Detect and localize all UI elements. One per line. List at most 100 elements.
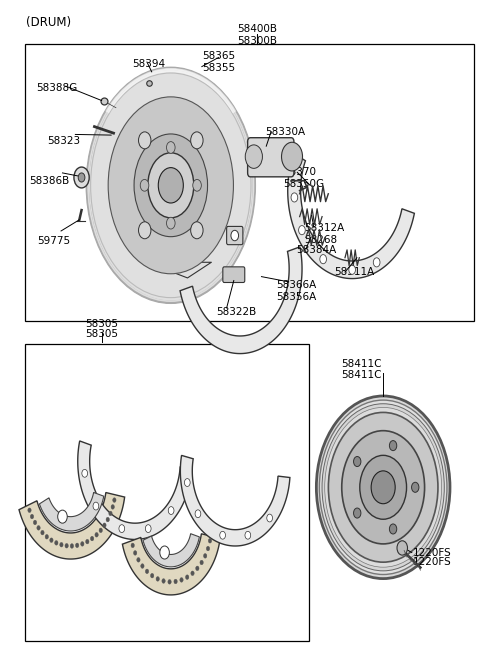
Circle shape <box>139 132 151 149</box>
Circle shape <box>191 132 203 149</box>
Text: 58365
58355: 58365 58355 <box>202 51 235 73</box>
Polygon shape <box>180 247 302 354</box>
Polygon shape <box>19 493 125 559</box>
Circle shape <box>141 564 144 569</box>
Circle shape <box>389 524 397 534</box>
Circle shape <box>90 536 94 541</box>
Circle shape <box>204 553 207 558</box>
Circle shape <box>74 167 89 188</box>
Text: 58330A: 58330A <box>265 127 305 138</box>
Polygon shape <box>39 493 104 531</box>
Circle shape <box>151 573 154 578</box>
Polygon shape <box>180 455 290 546</box>
Circle shape <box>75 543 79 548</box>
Text: 1220FS: 1220FS <box>413 557 452 567</box>
Text: 1220FS: 1220FS <box>413 548 452 557</box>
Circle shape <box>320 255 326 264</box>
Circle shape <box>113 498 116 502</box>
Ellipse shape <box>319 400 447 574</box>
Circle shape <box>200 560 203 565</box>
Text: 58366A
58356A: 58366A 58356A <box>276 280 316 302</box>
Ellipse shape <box>87 68 254 303</box>
Circle shape <box>99 528 102 533</box>
Circle shape <box>245 531 251 539</box>
Circle shape <box>195 510 201 517</box>
Circle shape <box>85 539 89 544</box>
Circle shape <box>354 508 361 518</box>
Polygon shape <box>78 441 192 540</box>
Circle shape <box>281 142 302 171</box>
Circle shape <box>184 479 190 487</box>
Circle shape <box>389 441 397 451</box>
Ellipse shape <box>342 431 425 544</box>
Polygon shape <box>122 534 220 595</box>
Text: 58386B: 58386B <box>29 176 69 185</box>
Circle shape <box>45 534 48 539</box>
Text: 58312A
58268: 58312A 58268 <box>304 223 345 245</box>
Text: 58394: 58394 <box>132 59 166 69</box>
Text: 58322B: 58322B <box>216 307 256 317</box>
Text: 58305: 58305 <box>85 329 118 339</box>
Ellipse shape <box>158 168 183 203</box>
Circle shape <box>140 179 149 191</box>
Ellipse shape <box>322 403 444 571</box>
Ellipse shape <box>134 134 207 236</box>
Text: 58400B
58300B: 58400B 58300B <box>237 24 276 47</box>
Ellipse shape <box>360 455 407 519</box>
Circle shape <box>60 542 63 547</box>
Circle shape <box>55 540 58 545</box>
Circle shape <box>145 569 149 574</box>
Circle shape <box>220 531 226 539</box>
Circle shape <box>145 525 151 533</box>
Circle shape <box>167 141 175 153</box>
Text: 59775: 59775 <box>37 236 70 246</box>
Circle shape <box>139 222 151 239</box>
Circle shape <box>111 504 114 509</box>
Ellipse shape <box>316 396 450 578</box>
Circle shape <box>354 457 361 466</box>
Circle shape <box>156 576 159 581</box>
Circle shape <box>50 538 53 542</box>
Circle shape <box>37 525 40 530</box>
Circle shape <box>167 217 175 229</box>
Circle shape <box>397 541 408 555</box>
Text: 58411C: 58411C <box>341 359 382 369</box>
Circle shape <box>180 578 183 582</box>
Circle shape <box>41 531 44 535</box>
Circle shape <box>245 145 263 168</box>
Circle shape <box>267 514 273 522</box>
Circle shape <box>28 508 31 512</box>
Ellipse shape <box>324 407 442 567</box>
Circle shape <box>193 179 201 191</box>
Circle shape <box>30 514 34 519</box>
Circle shape <box>133 551 137 555</box>
Circle shape <box>160 546 169 559</box>
Circle shape <box>411 482 419 493</box>
Circle shape <box>70 544 73 548</box>
Text: 58411C: 58411C <box>341 370 382 380</box>
Circle shape <box>206 546 210 551</box>
Circle shape <box>119 525 125 533</box>
Circle shape <box>162 578 165 583</box>
Text: 58305: 58305 <box>85 320 118 329</box>
FancyBboxPatch shape <box>223 267 245 282</box>
Circle shape <box>58 510 67 523</box>
FancyBboxPatch shape <box>227 227 243 245</box>
Circle shape <box>103 523 106 527</box>
Circle shape <box>299 225 305 234</box>
Circle shape <box>65 544 68 548</box>
Ellipse shape <box>328 413 438 562</box>
Circle shape <box>81 542 84 546</box>
Circle shape <box>174 579 177 584</box>
Text: 58370
58350G: 58370 58350G <box>283 167 324 189</box>
Circle shape <box>33 520 36 525</box>
FancyBboxPatch shape <box>248 138 294 177</box>
Circle shape <box>373 258 380 267</box>
FancyBboxPatch shape <box>25 344 309 641</box>
Circle shape <box>191 222 203 239</box>
Ellipse shape <box>108 97 233 274</box>
Circle shape <box>109 511 112 515</box>
Text: 58388G: 58388G <box>36 83 77 93</box>
Polygon shape <box>288 153 414 278</box>
Text: 58323: 58323 <box>47 136 80 147</box>
